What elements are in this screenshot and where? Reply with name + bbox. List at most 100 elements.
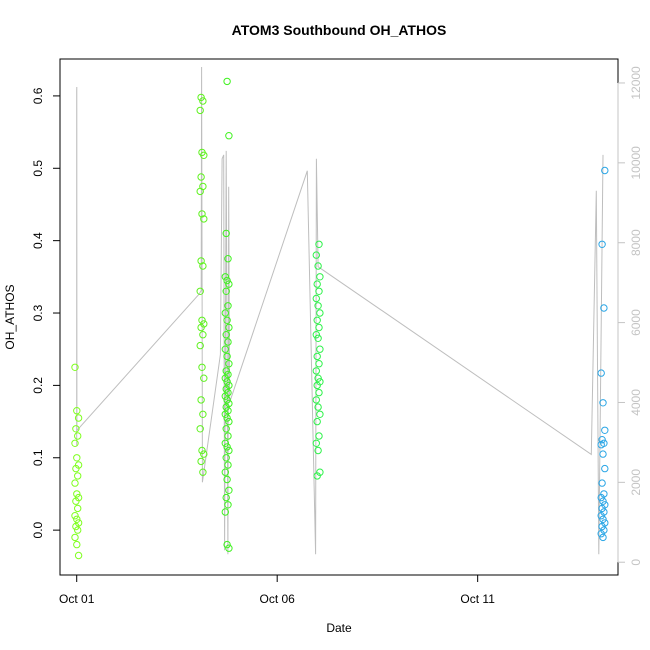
data-point — [197, 173, 205, 181]
data-point — [598, 522, 606, 531]
y2-tick-label: 10000 — [629, 146, 643, 180]
data-point — [224, 302, 232, 310]
data-point — [315, 240, 323, 249]
data-point — [223, 77, 231, 86]
data-point — [221, 468, 230, 476]
y-tick-label: 0.5 — [31, 160, 45, 177]
data-point — [222, 229, 230, 238]
data-point — [200, 450, 208, 458]
data-point — [221, 410, 230, 418]
data-point — [223, 475, 231, 484]
data-point — [71, 533, 79, 542]
data-point — [314, 446, 322, 455]
data-point — [221, 309, 230, 317]
data-point — [73, 515, 81, 523]
data-point — [598, 436, 606, 444]
data-point — [312, 251, 320, 259]
data-point — [196, 106, 204, 115]
data-point — [197, 396, 205, 404]
data-point — [315, 323, 323, 332]
data-point — [222, 403, 230, 411]
data-point — [312, 294, 320, 303]
data-point — [601, 426, 609, 434]
data-point — [312, 396, 320, 404]
y-tick-label: 0.1 — [31, 449, 45, 466]
data-point — [314, 403, 322, 411]
data-point — [225, 486, 233, 494]
data-point — [222, 425, 230, 433]
data-point — [71, 479, 79, 487]
data-point — [225, 360, 233, 368]
data-point — [224, 255, 232, 263]
data-point — [315, 287, 323, 295]
data-point — [222, 287, 230, 295]
data-point — [225, 323, 233, 332]
data-point — [223, 540, 231, 549]
x-axis: Oct 01 Oct 06 Oct 11 — [59, 574, 495, 606]
data-point — [199, 97, 207, 105]
data-point — [599, 497, 607, 505]
data-point — [72, 464, 80, 473]
data-point — [74, 526, 82, 534]
data-point — [222, 367, 230, 375]
data-point — [197, 257, 205, 265]
data-point — [601, 166, 609, 175]
data-point — [223, 443, 231, 451]
data-point — [316, 309, 324, 317]
data-point — [199, 468, 207, 476]
points-layer — [71, 77, 609, 560]
data-point — [316, 345, 324, 353]
point-group — [312, 240, 324, 480]
y-tick-label: 0.2 — [31, 377, 45, 394]
data-point — [198, 316, 206, 324]
data-point — [73, 454, 81, 462]
data-point — [221, 392, 230, 400]
data-point — [198, 446, 206, 455]
data-point — [224, 461, 232, 469]
y-tick-label: 0.3 — [31, 304, 45, 321]
y-tick-label: 0.4 — [31, 232, 45, 249]
data-point — [221, 374, 230, 382]
data-point — [196, 425, 204, 433]
data-point — [224, 338, 232, 346]
y2-tick-label: 0 — [629, 559, 643, 566]
point-group — [196, 93, 208, 476]
data-point — [314, 262, 322, 270]
data-point — [597, 369, 605, 377]
data-point — [198, 210, 206, 218]
data-point — [597, 493, 605, 502]
point-group — [597, 166, 609, 542]
data-point — [197, 323, 205, 332]
data-point — [315, 432, 323, 440]
data-point — [223, 276, 231, 285]
data-point — [597, 512, 605, 520]
data-point — [600, 304, 608, 312]
data-point — [225, 280, 233, 288]
data-point — [598, 504, 606, 513]
y-tick-label: 0.0 — [31, 521, 45, 538]
chart-title: ATOM3 Southbound OH_ATHOS — [232, 22, 447, 38]
data-point — [225, 544, 233, 552]
data-point — [221, 345, 230, 353]
data-point — [598, 479, 606, 487]
data-point — [72, 522, 80, 531]
data-point — [599, 533, 607, 542]
data-point — [74, 472, 82, 480]
data-point — [223, 414, 231, 422]
data-point — [315, 388, 323, 397]
data-point — [199, 331, 207, 339]
data-point — [223, 378, 231, 386]
data-point — [599, 515, 607, 523]
data-point — [198, 363, 206, 371]
data-point — [224, 501, 232, 509]
data-point — [221, 273, 230, 281]
data-point — [196, 287, 204, 295]
y2-tick-label: 8000 — [629, 229, 643, 256]
data-point — [313, 352, 321, 361]
y2-tick-label: 12000 — [629, 66, 643, 100]
data-point — [197, 93, 205, 102]
y2-tick-label: 6000 — [629, 309, 643, 336]
data-point — [196, 341, 204, 350]
data-point — [197, 457, 205, 466]
